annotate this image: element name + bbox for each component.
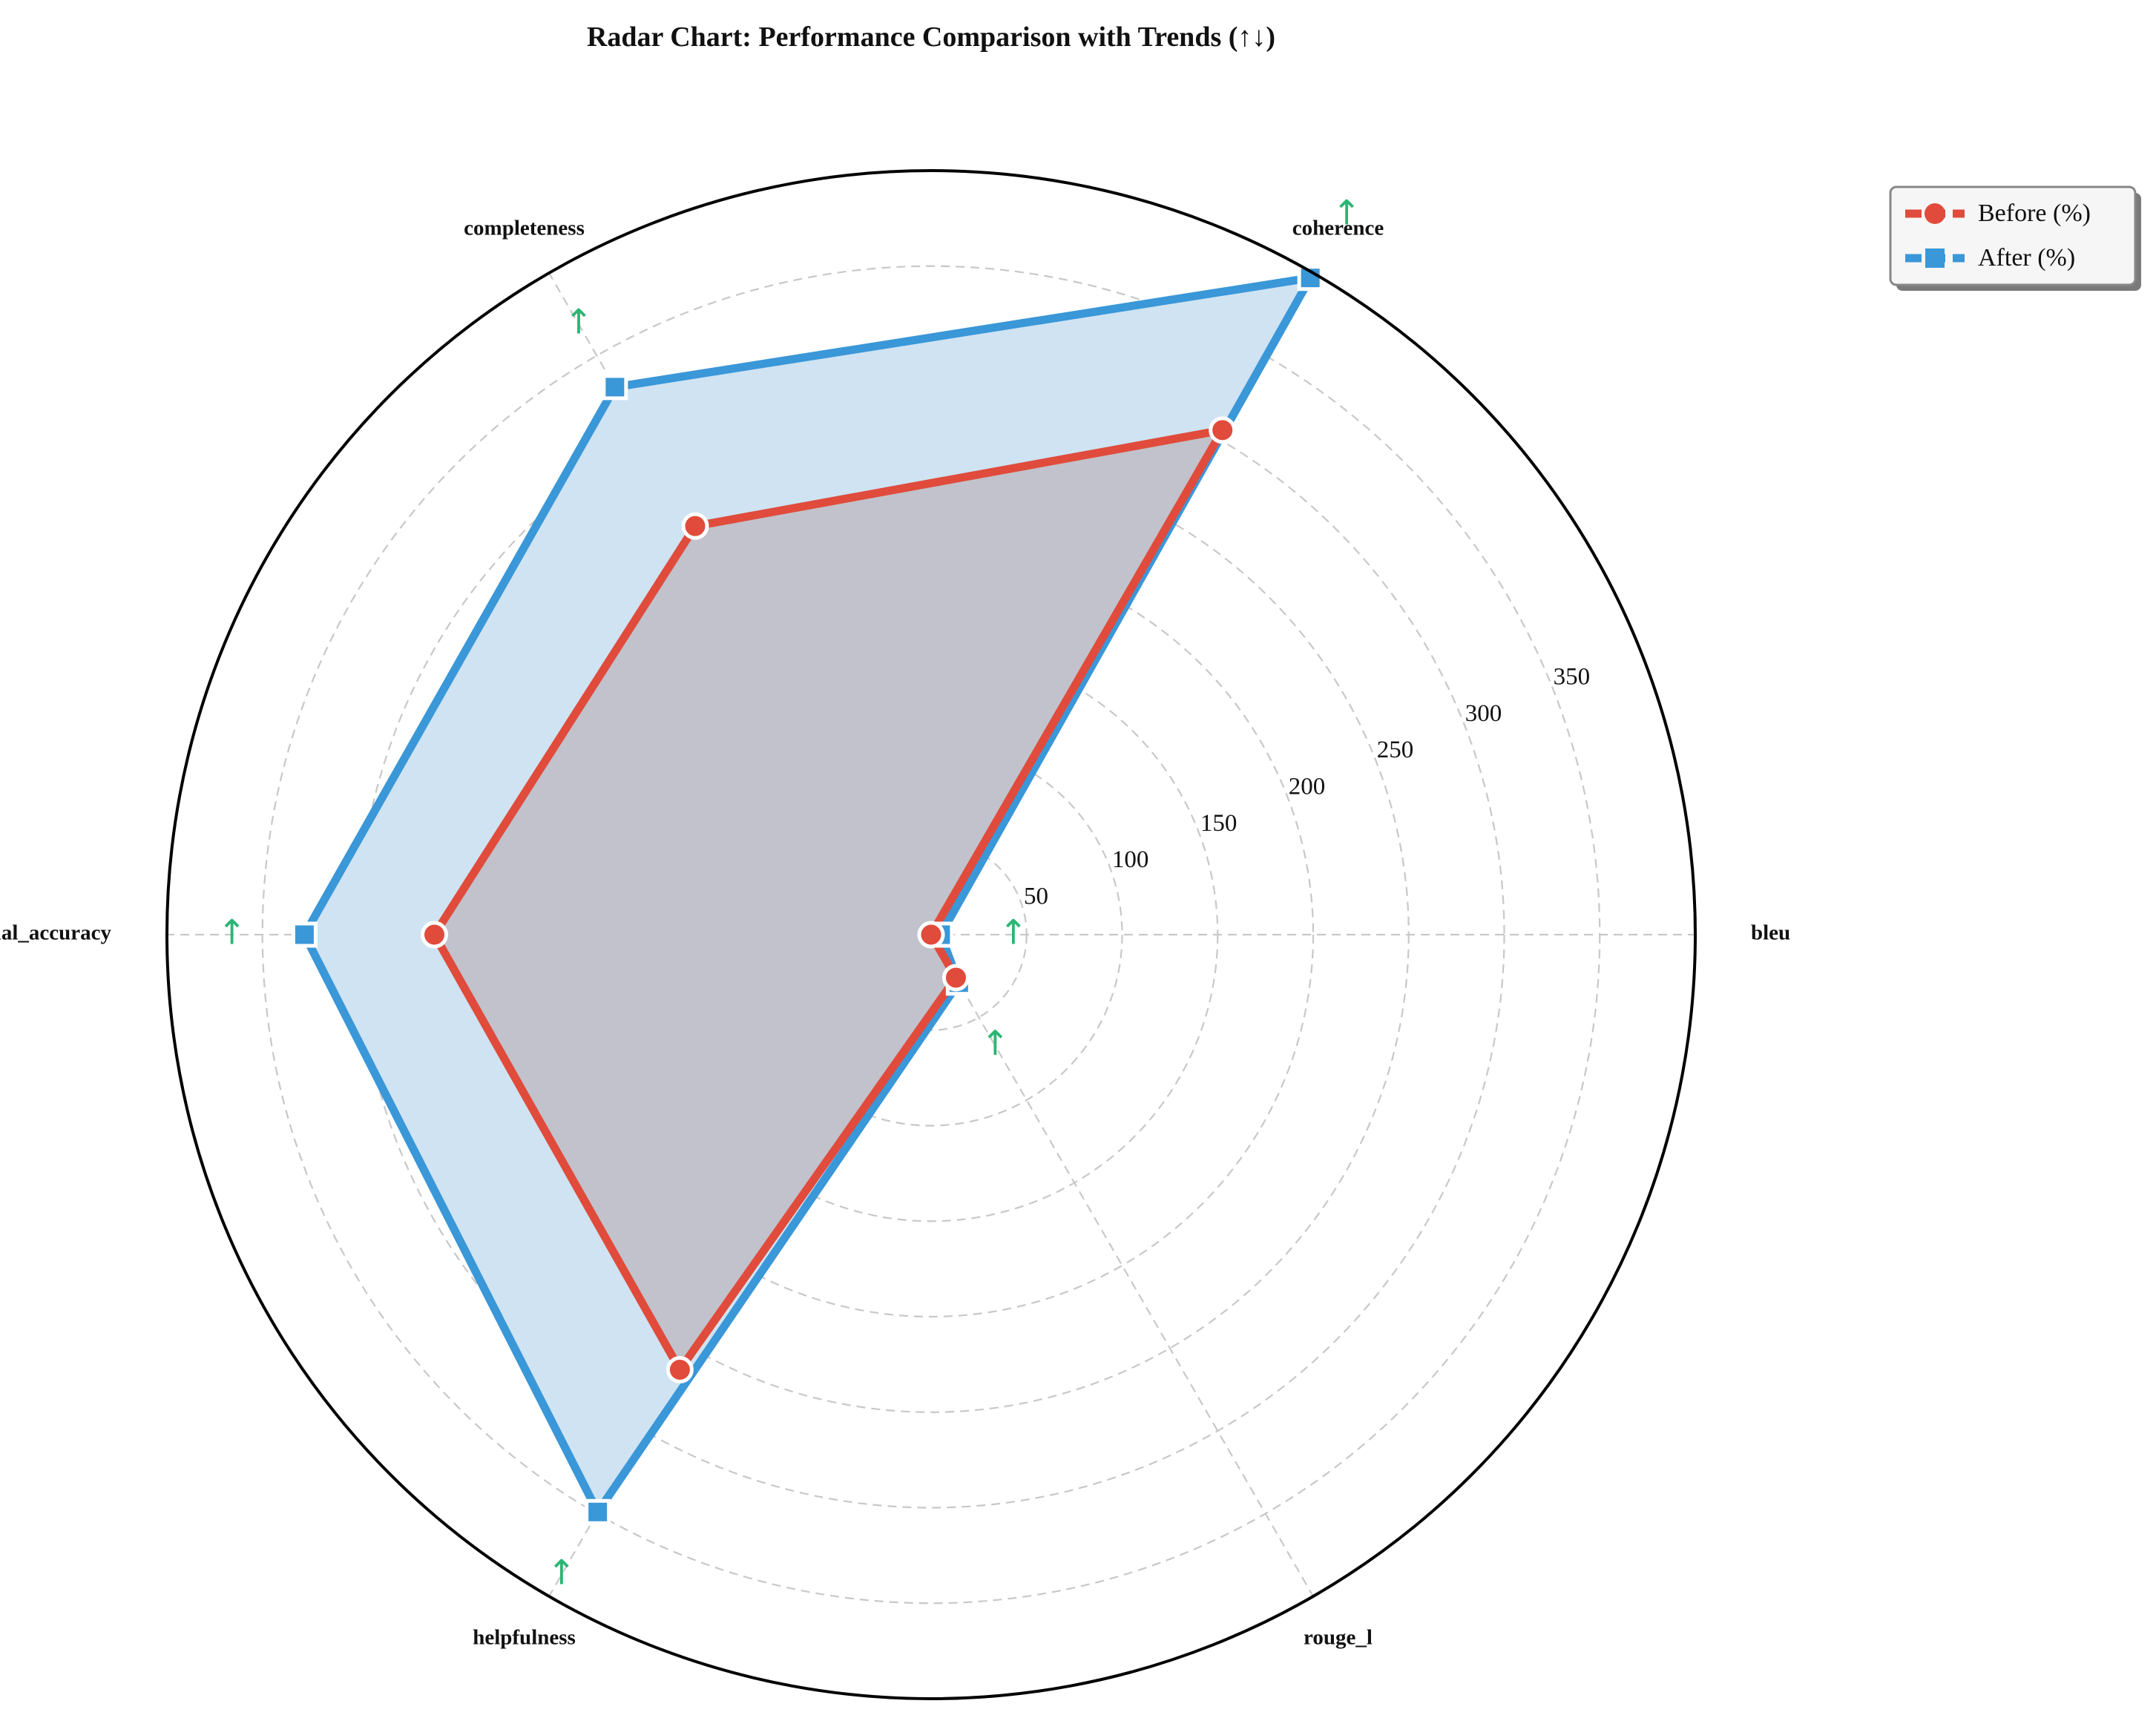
- outer-ring: [165, 169, 1697, 1700]
- category-label-completeness: completeness: [464, 217, 585, 240]
- trend-arrow-rouge_l: ↑: [981, 1023, 1010, 1063]
- radial-tick-label: 150: [1200, 810, 1238, 837]
- marker-before-coherence: [1209, 416, 1237, 444]
- marker-after-factual_accuracy: [291, 921, 318, 948]
- grid-spoke: [930, 934, 1314, 1597]
- marker-before-bleu: [917, 921, 945, 949]
- chart-title: Radar Chart: Performance Comparison with…: [587, 22, 1275, 53]
- category-label-bleu: bleu: [1751, 921, 1790, 945]
- trend-arrow-bleu: ↑: [999, 912, 1028, 952]
- marker-before-factual_accuracy: [421, 921, 448, 949]
- marker-before-completeness: [681, 512, 709, 540]
- radar-series: [291, 265, 1324, 1525]
- trend-arrow-coherence: ↑: [1332, 192, 1361, 232]
- category-label-helpfulness: helpfulness: [473, 1626, 576, 1650]
- marker-after-helpfulness: [585, 1498, 611, 1525]
- radial-tick-label: 100: [1112, 846, 1149, 873]
- marker-after-completeness: [602, 374, 628, 401]
- category-label-factual_accuracy: factual_accuracy: [0, 921, 112, 945]
- legend-label-before: Before (%): [1978, 200, 2091, 227]
- category-label-coherence: coherence: [1292, 217, 1384, 240]
- trend-arrow-completeness: ↑: [565, 302, 594, 342]
- legend-marker-after: [1925, 249, 1945, 268]
- legend: Before (%) After (%): [1889, 185, 2141, 291]
- radial-tick-label: 250: [1377, 737, 1414, 763]
- category-label-rouge_l: rouge_l: [1304, 1626, 1373, 1650]
- legend-marker-before: [1925, 203, 1945, 224]
- marker-before-rouge_l: [941, 964, 970, 992]
- radial-tick-label: 350: [1554, 664, 1591, 691]
- trend-arrow-factual_accuracy: ↑: [217, 912, 246, 952]
- marker-before-helpfulness: [665, 1355, 694, 1383]
- series-fill-before: [434, 430, 1223, 1370]
- trend-arrow-helpfulness: ↑: [547, 1553, 576, 1593]
- radial-tick-label: 200: [1289, 773, 1326, 800]
- radial-tick-label: 300: [1465, 700, 1502, 727]
- legend-label-after: After (%): [1978, 244, 2075, 271]
- radial-tick-label: 50: [1024, 883, 1048, 909]
- legend-box: [1889, 185, 2137, 286]
- radar-labels: 50 100 150 200 250 300 350 ↑ ↑ ↑ ↑ ↑ ↑ bleu coherence c…: [0, 192, 1790, 1649]
